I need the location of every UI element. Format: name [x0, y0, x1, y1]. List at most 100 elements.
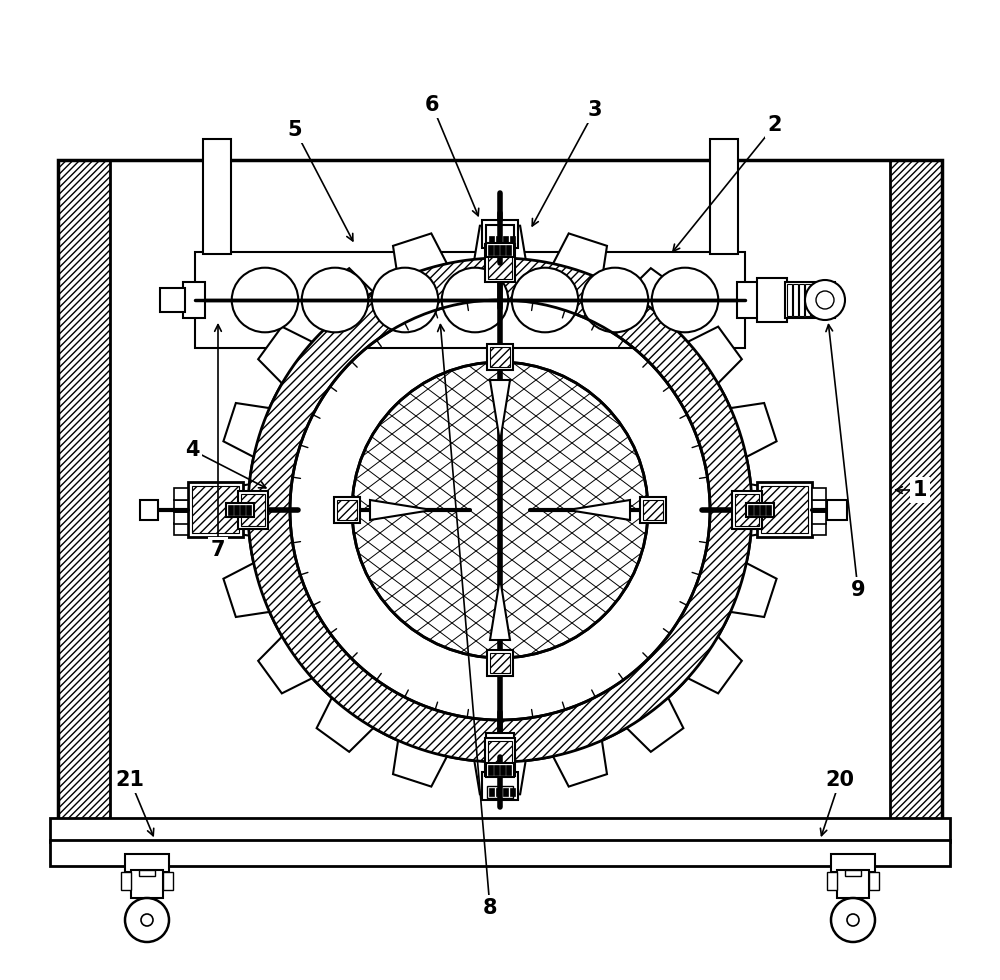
- Bar: [805, 284, 810, 316]
- Bar: [812, 512, 826, 523]
- Bar: [485, 738, 515, 776]
- Bar: [766, 505, 771, 515]
- Bar: [163, 872, 173, 890]
- Bar: [334, 497, 360, 523]
- Bar: [174, 523, 188, 535]
- Bar: [506, 245, 511, 255]
- Text: 5: 5: [288, 120, 302, 140]
- Bar: [496, 236, 501, 244]
- Bar: [240, 505, 245, 515]
- Bar: [831, 854, 875, 872]
- Bar: [500, 245, 505, 255]
- Polygon shape: [474, 225, 526, 260]
- Text: 3: 3: [588, 100, 602, 120]
- Bar: [817, 284, 822, 316]
- Bar: [496, 788, 501, 796]
- Polygon shape: [490, 578, 510, 640]
- Bar: [50, 840, 950, 866]
- Polygon shape: [627, 269, 683, 322]
- Bar: [487, 786, 513, 798]
- Circle shape: [805, 280, 845, 320]
- Text: 20: 20: [826, 770, 854, 790]
- Bar: [754, 505, 759, 515]
- Text: 4: 4: [185, 440, 199, 460]
- Polygon shape: [627, 698, 683, 752]
- Circle shape: [125, 898, 169, 942]
- Text: 9: 9: [851, 580, 865, 600]
- Bar: [140, 500, 158, 520]
- Ellipse shape: [442, 268, 508, 332]
- Bar: [500, 765, 505, 775]
- Bar: [160, 288, 185, 312]
- Bar: [488, 765, 493, 775]
- Bar: [890, 160, 942, 820]
- Polygon shape: [393, 741, 447, 787]
- Bar: [226, 503, 254, 517]
- Bar: [482, 220, 518, 248]
- Ellipse shape: [652, 268, 718, 332]
- Polygon shape: [370, 500, 432, 520]
- Bar: [121, 872, 131, 890]
- Bar: [234, 505, 239, 515]
- Bar: [746, 503, 774, 517]
- Ellipse shape: [302, 268, 368, 332]
- Bar: [482, 772, 518, 800]
- Circle shape: [352, 362, 648, 658]
- Circle shape: [248, 258, 752, 762]
- Polygon shape: [474, 760, 526, 794]
- Bar: [489, 236, 494, 244]
- Ellipse shape: [372, 268, 438, 332]
- Bar: [812, 523, 826, 535]
- Bar: [503, 236, 508, 244]
- Text: 21: 21: [116, 770, 144, 790]
- Bar: [757, 482, 812, 537]
- Bar: [174, 488, 188, 500]
- Circle shape: [141, 914, 153, 926]
- Bar: [490, 347, 510, 367]
- Bar: [174, 512, 188, 523]
- Bar: [812, 488, 826, 500]
- Circle shape: [847, 914, 859, 926]
- Bar: [58, 160, 942, 820]
- Bar: [188, 482, 243, 537]
- Polygon shape: [393, 233, 447, 279]
- Polygon shape: [688, 637, 742, 694]
- Bar: [486, 243, 514, 257]
- Bar: [823, 284, 828, 316]
- Bar: [799, 284, 804, 316]
- Bar: [241, 494, 265, 526]
- Bar: [827, 500, 847, 520]
- Bar: [203, 139, 231, 254]
- Polygon shape: [688, 326, 742, 383]
- Bar: [246, 505, 251, 515]
- Bar: [174, 500, 188, 512]
- Bar: [732, 491, 762, 529]
- Bar: [640, 497, 666, 523]
- Text: 7: 7: [211, 540, 225, 560]
- Text: 6: 6: [425, 95, 439, 115]
- Bar: [487, 650, 513, 676]
- Bar: [761, 486, 808, 533]
- Bar: [183, 282, 205, 318]
- Ellipse shape: [512, 268, 578, 332]
- Bar: [845, 870, 861, 876]
- Text: 2: 2: [768, 115, 782, 135]
- Bar: [793, 284, 798, 316]
- Bar: [485, 244, 515, 282]
- Circle shape: [831, 898, 875, 942]
- Polygon shape: [730, 403, 777, 457]
- Bar: [58, 160, 110, 820]
- Polygon shape: [317, 698, 373, 752]
- Polygon shape: [730, 564, 777, 617]
- Polygon shape: [223, 403, 270, 457]
- Text: 1: 1: [913, 480, 927, 500]
- Bar: [506, 765, 511, 775]
- Bar: [748, 505, 753, 515]
- Bar: [785, 282, 835, 318]
- Polygon shape: [258, 637, 312, 694]
- Bar: [827, 872, 837, 890]
- Bar: [811, 284, 816, 316]
- Bar: [488, 247, 512, 279]
- Polygon shape: [751, 484, 784, 536]
- Bar: [735, 494, 759, 526]
